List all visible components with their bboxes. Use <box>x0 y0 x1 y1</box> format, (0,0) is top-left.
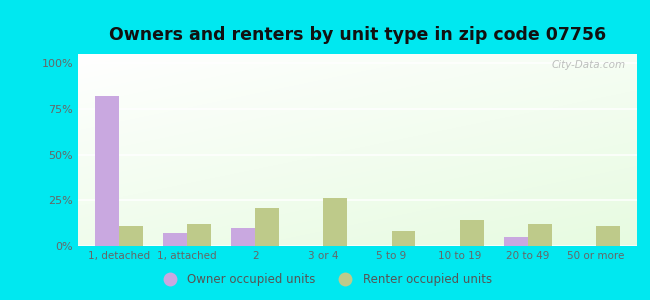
Title: Owners and renters by unit type in zip code 07756: Owners and renters by unit type in zip c… <box>109 26 606 44</box>
Bar <box>504 237 528 246</box>
Bar <box>255 208 279 246</box>
Legend: Owner occupied units, Renter occupied units: Owner occupied units, Renter occupied un… <box>153 269 497 291</box>
Bar <box>231 228 255 246</box>
Bar <box>119 226 143 246</box>
Text: City-Data.com: City-Data.com <box>552 60 626 70</box>
Bar <box>596 226 620 246</box>
Bar <box>95 96 119 246</box>
Bar <box>460 220 484 246</box>
Bar <box>391 231 415 246</box>
Bar <box>187 224 211 246</box>
Bar <box>163 233 187 246</box>
Bar <box>528 224 552 246</box>
Bar <box>324 199 347 246</box>
